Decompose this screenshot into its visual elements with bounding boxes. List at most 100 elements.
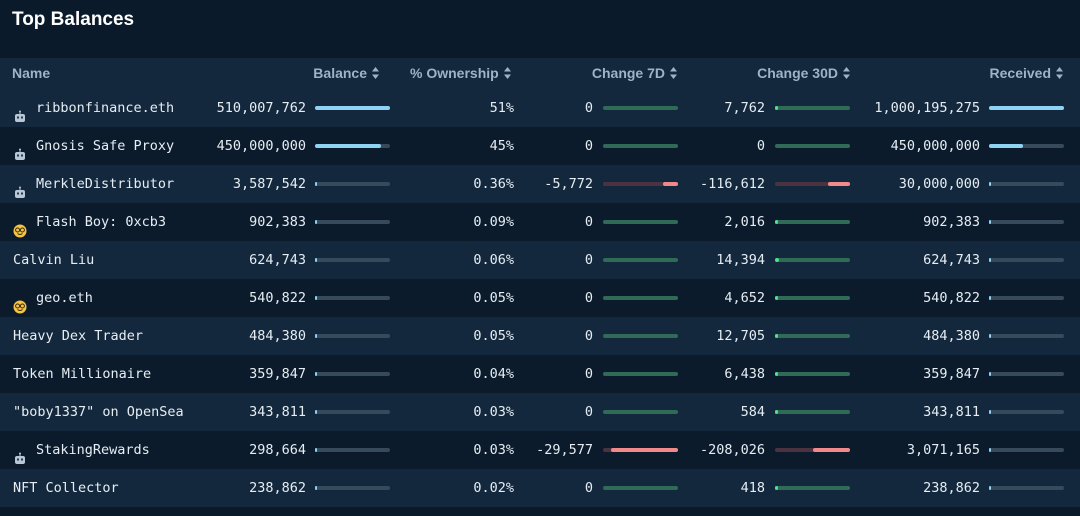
- table-row[interactable]: Flash Boy: 0xcb3 902,383 0.09% 0 2,016 902,38…: [0, 203, 1080, 241]
- page-title: Top Balances: [12, 9, 135, 30]
- 7d-bar: [603, 486, 678, 490]
- row-balance: 624,743: [249, 252, 306, 268]
- column-header-ownership-label: % Ownership: [410, 65, 499, 81]
- rec-bar: [989, 182, 1064, 186]
- row-name-label: Gnosis Safe Proxy: [36, 138, 175, 154]
- bal-bar: [315, 258, 390, 262]
- row-name-label: geo.eth: [36, 290, 93, 306]
- row-received: 3,071,165: [906, 442, 980, 458]
- row-name[interactable]: MerkleDistributor: [13, 165, 174, 203]
- table-row[interactable]: geo.eth 540,822 0.05% 0 4,652 540,822: [0, 279, 1080, 317]
- row-ownership: 45%: [489, 138, 514, 154]
- 30d-bar: [775, 448, 850, 452]
- row-name-label: NFT Collector: [13, 480, 119, 496]
- table-row[interactable]: Gnosis Safe Proxy 450,000,000 45% 0 0 450,000…: [0, 127, 1080, 165]
- robot-icon: [13, 139, 27, 160]
- 30d-bar: [775, 258, 850, 262]
- row-change-7d: 0: [584, 138, 593, 154]
- row-name[interactable]: Token Millionaire: [13, 355, 151, 393]
- table-row[interactable]: Calvin Liu 624,743 0.06% 0 14,394 624,743: [0, 241, 1080, 279]
- row-change-30d: 12,705: [716, 328, 765, 344]
- 30d-bar: [775, 296, 850, 300]
- row-ownership: 51%: [489, 100, 514, 116]
- 30d-bar: [775, 486, 850, 490]
- row-name[interactable]: ribbonfinance.eth: [13, 89, 174, 127]
- row-name-label: Calvin Liu: [13, 252, 95, 268]
- row-name-label: ribbonfinance.eth: [36, 100, 175, 116]
- bal-bar: [315, 220, 390, 224]
- row-received: 624,743: [923, 252, 980, 268]
- sort-icon: [372, 67, 379, 79]
- row-change-30d: 7,762: [724, 100, 765, 116]
- column-header-name[interactable]: Name: [12, 65, 51, 81]
- column-header-received[interactable]: Received: [990, 58, 1064, 89]
- 7d-bar: [603, 220, 678, 224]
- row-name[interactable]: Flash Boy: 0xcb3: [13, 203, 166, 241]
- table-row[interactable]: "boby1337" on OpenSea 343,811 0.03% 0 584 343…: [0, 393, 1080, 431]
- row-ownership: 0.06%: [473, 252, 514, 268]
- 7d-bar: [603, 334, 678, 338]
- row-change-30d: 0: [756, 138, 765, 154]
- table-row[interactable]: Token Millionaire 359,847 0.04% 0 6,438 359,8…: [0, 355, 1080, 393]
- row-name-label: Flash Boy: 0xcb3: [36, 214, 167, 230]
- table-header: Name Balance % Ownership Change 7D Chang…: [0, 58, 1080, 89]
- row-name[interactable]: Calvin Liu: [13, 241, 94, 279]
- 7d-bar: [603, 144, 678, 148]
- row-received: 484,380: [923, 328, 980, 344]
- 7d-bar: [603, 182, 678, 186]
- row-name[interactable]: StakingRewards: [13, 431, 150, 469]
- row-ownership: 0.03%: [473, 442, 514, 458]
- rec-bar: [989, 106, 1064, 110]
- rec-bar: [989, 486, 1064, 490]
- table-row[interactable]: StakingRewards 298,664 0.03% -29,577 -208,02…: [0, 431, 1080, 469]
- row-change-7d: -29,577: [536, 442, 593, 458]
- column-header-balance[interactable]: Balance: [313, 58, 380, 89]
- column-header-change-7d[interactable]: Change 7D: [592, 58, 678, 89]
- row-ownership: 0.05%: [473, 290, 514, 306]
- row-name[interactable]: "boby1337" on OpenSea: [13, 393, 184, 431]
- robot-icon: [13, 101, 27, 122]
- sort-icon: [1056, 67, 1063, 79]
- row-balance: 298,664: [249, 442, 306, 458]
- table-row[interactable]: NFT Collector 238,862 0.02% 0 418 238,862: [0, 469, 1080, 507]
- row-received: 359,847: [923, 366, 980, 382]
- sort-icon: [843, 67, 850, 79]
- row-ownership: 0.09%: [473, 214, 514, 230]
- row-balance: 902,383: [249, 214, 306, 230]
- row-change-30d: 4,652: [724, 290, 765, 306]
- bal-bar: [315, 410, 390, 414]
- row-balance: 540,822: [249, 290, 306, 306]
- row-balance: 450,000,000: [216, 138, 306, 154]
- column-header-ownership[interactable]: % Ownership: [410, 58, 512, 89]
- bal-bar: [315, 182, 390, 186]
- 7d-bar: [603, 296, 678, 300]
- balances-table: Name Balance % Ownership Change 7D Chang…: [0, 58, 1080, 507]
- column-header-change-30d[interactable]: Change 30D: [757, 58, 851, 89]
- row-change-30d: 2,016: [724, 214, 765, 230]
- 7d-bar: [603, 372, 678, 376]
- row-name[interactable]: geo.eth: [13, 279, 93, 317]
- 7d-bar: [603, 410, 678, 414]
- row-balance: 238,862: [249, 480, 306, 496]
- rec-bar: [989, 144, 1064, 148]
- column-header-balance-label: Balance: [313, 65, 367, 81]
- row-change-7d: 0: [584, 480, 593, 496]
- bal-bar: [315, 334, 390, 338]
- table-row[interactable]: ribbonfinance.eth 510,007,762 51% 0 7,762 1,0…: [0, 89, 1080, 127]
- table-body: ribbonfinance.eth 510,007,762 51% 0 7,762 1,0…: [0, 89, 1080, 507]
- 30d-bar: [775, 372, 850, 376]
- robot-icon: [13, 443, 27, 464]
- row-change-7d: 0: [584, 404, 593, 420]
- table-row[interactable]: MerkleDistributor 3,587,542 0.36% -5,772 -11…: [0, 165, 1080, 203]
- row-name[interactable]: Gnosis Safe Proxy: [13, 127, 174, 165]
- rec-bar: [989, 372, 1064, 376]
- row-balance: 3,587,542: [232, 176, 306, 192]
- row-name[interactable]: Heavy Dex Trader: [13, 317, 143, 355]
- sort-icon: [503, 67, 511, 79]
- row-name[interactable]: NFT Collector: [13, 469, 119, 507]
- row-name-label: StakingRewards: [36, 442, 150, 458]
- row-ownership: 0.04%: [473, 366, 514, 382]
- 7d-bar: [603, 448, 678, 452]
- table-row[interactable]: Heavy Dex Trader 484,380 0.05% 0 12,705 484,3…: [0, 317, 1080, 355]
- row-received: 30,000,000: [898, 176, 980, 192]
